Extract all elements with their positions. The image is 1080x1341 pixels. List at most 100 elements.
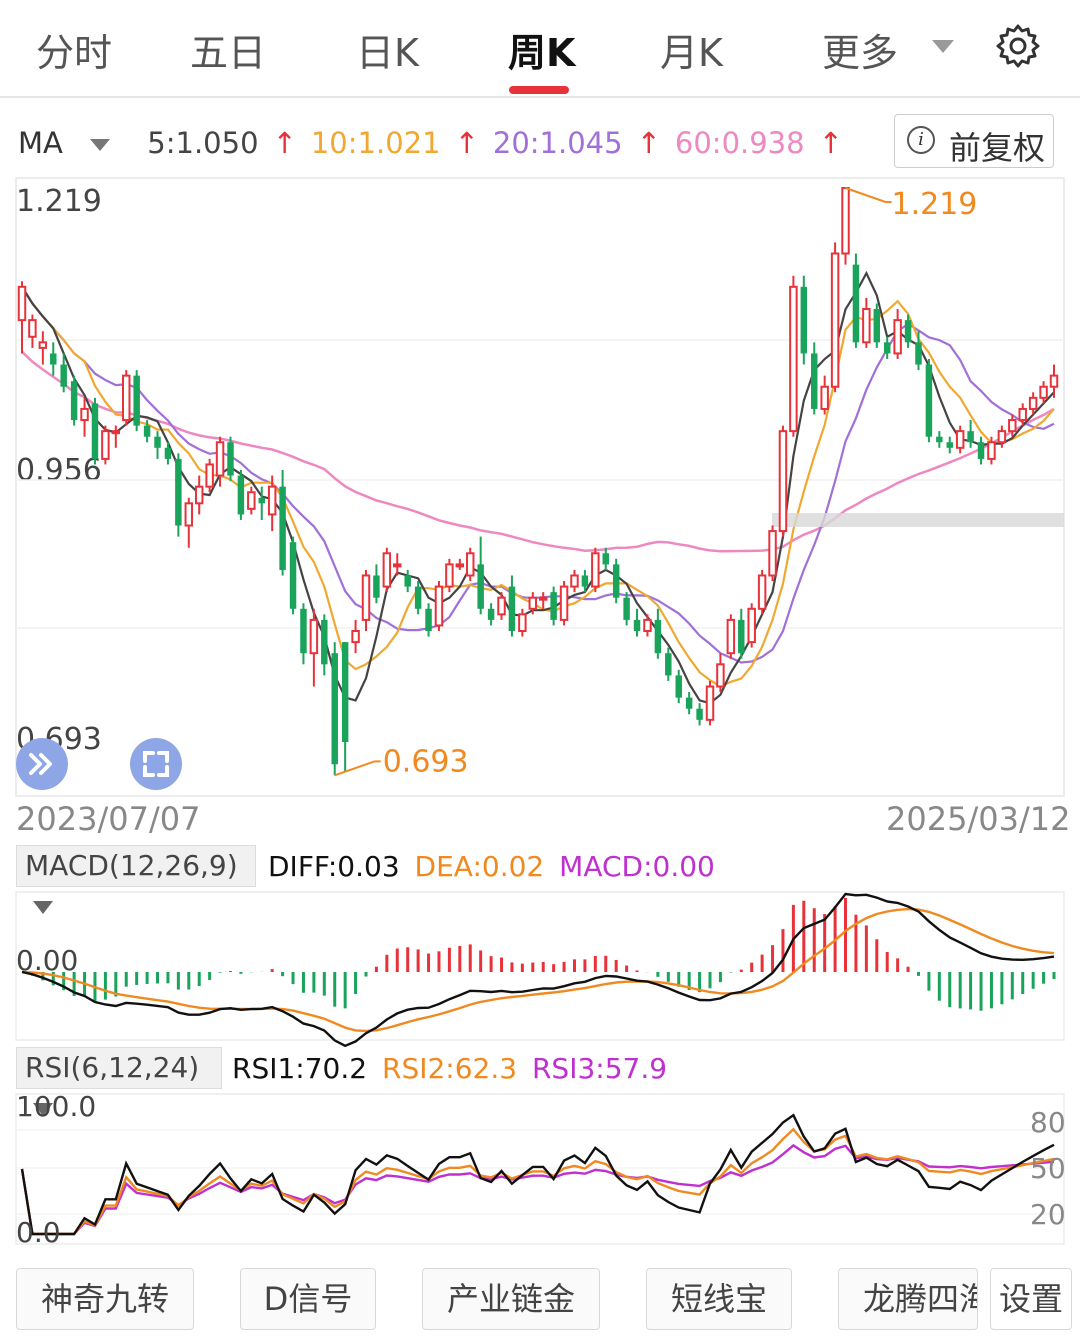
candle-down: [665, 653, 672, 676]
candle-down: [258, 497, 265, 504]
candle-down: [654, 619, 662, 654]
main-chart-frame: [15, 177, 1065, 797]
candle-up: [726, 618, 736, 655]
candle-down: [675, 675, 682, 698]
candle-down: [936, 436, 943, 443]
candle-up: [80, 407, 89, 422]
candle-down: [237, 475, 245, 515]
candle-down: [154, 436, 161, 448]
candle-up: [351, 629, 360, 644]
fullscreen-button[interactable]: [130, 738, 182, 790]
candle-down: [612, 564, 620, 598]
candle-up: [393, 563, 402, 568]
candle-down: [414, 586, 422, 609]
expand-indicators-button[interactable]: [16, 738, 68, 790]
candle-down: [289, 542, 297, 609]
gear-icon[interactable]: [994, 22, 1042, 70]
chevron-down-icon: [33, 900, 53, 914]
candle-up: [445, 563, 454, 588]
ma-value-3: 60:0.938 ↑: [675, 126, 843, 160]
rsi-selector[interactable]: RSI(6,12,24): [16, 1047, 222, 1116]
arrow-up-icon: ↑: [272, 126, 297, 160]
tab-daily-k[interactable]: 日K: [356, 31, 419, 75]
support-band: [772, 513, 1064, 527]
candle-up: [559, 585, 569, 621]
macd-dea-line: [21, 907, 1055, 1033]
ma-value-text: 20:1.045: [492, 126, 623, 160]
candle-up: [789, 285, 798, 433]
price-axis-mid: 0.956: [16, 453, 102, 488]
dragon-button[interactable]: 龙腾四海: [838, 1268, 978, 1330]
candle-down: [321, 619, 328, 665]
candle-down: [91, 403, 99, 459]
candle-up: [361, 574, 371, 621]
tab-five-day[interactable]: 五日: [190, 31, 267, 75]
tab-weekly-k[interactable]: 周K: [508, 31, 576, 75]
candle-down: [487, 608, 495, 620]
high-price-label: 1.219: [892, 187, 978, 222]
candle-down: [404, 575, 411, 587]
candle-up: [841, 187, 850, 255]
short-line-button[interactable]: 短线宝: [646, 1268, 792, 1330]
candle-down: [633, 619, 641, 631]
rsi-tick-20: 20: [1030, 1198, 1066, 1231]
rsi-tick-50: 50: [1030, 1152, 1066, 1185]
chevron-down-icon: [33, 1102, 53, 1116]
chevron-down-icon[interactable]: [932, 40, 954, 53]
candle-up: [1049, 374, 1059, 388]
candle-up: [893, 319, 902, 355]
candle-up: [194, 485, 204, 505]
info-icon: i: [907, 126, 935, 154]
candle-up: [1028, 396, 1038, 410]
candle-down: [331, 653, 338, 765]
rsi-legend: RSI1:70.2 RSI2:62.3 RSI3:57.9: [232, 1052, 681, 1085]
candle-up: [101, 430, 110, 460]
date-start: 2023/07/07: [16, 800, 201, 838]
candle-down: [946, 442, 953, 448]
candle-up: [111, 430, 121, 435]
settings-button[interactable]: 设置: [990, 1268, 1072, 1330]
candle-up: [538, 596, 548, 601]
tab-timeshare[interactable]: 分时: [36, 31, 113, 75]
candle-down: [904, 320, 912, 343]
candle-down: [175, 458, 182, 526]
macd-selector-label: MACD(12,26,9): [25, 849, 238, 882]
candle-down: [300, 608, 307, 654]
macd-legend: DIFF:0.03 DEA:0.02 MACD:0.00: [268, 850, 729, 883]
candle-up: [215, 441, 225, 477]
candle-down: [70, 381, 78, 421]
date-end: 2025/03/12: [886, 800, 1071, 838]
candle-down: [800, 286, 808, 354]
candle-down: [738, 619, 745, 654]
rsi-axis-bottom: 0.0: [16, 1216, 61, 1249]
adjust-mode-button[interactable]: i 前复权: [894, 114, 1054, 168]
candle-down: [373, 575, 380, 598]
macd-selector[interactable]: MACD(12,26,9): [16, 845, 256, 914]
candle-up: [705, 685, 715, 721]
candle-down: [602, 553, 609, 565]
candle-down: [550, 592, 557, 620]
ma5-line: [21, 270, 1055, 705]
magic-nine-button[interactable]: 神奇九转: [16, 1268, 194, 1330]
d-signal-button[interactable]: D信号: [240, 1268, 376, 1330]
ma60-line: [21, 350, 1055, 553]
candle-down: [581, 575, 589, 587]
candle-down: [164, 447, 172, 459]
adjust-mode-label: 前复权: [949, 129, 1046, 167]
candle-up: [122, 374, 131, 422]
candle-down: [133, 375, 140, 426]
rsi2-line: [20, 1127, 1055, 1236]
ma-selector[interactable]: MA: [18, 126, 124, 160]
candle-up: [38, 341, 48, 349]
tab-monthly-k[interactable]: 月K: [660, 31, 723, 75]
candle-up: [862, 308, 871, 344]
tab-more[interactable]: 更多: [822, 31, 899, 75]
candle-up: [205, 463, 214, 488]
candle-down: [508, 586, 516, 631]
industry-chain-button[interactable]: 产业链金: [422, 1268, 600, 1330]
rsi-selector-label: RSI(6,12,24): [25, 1051, 200, 1084]
active-tab-indicator: [509, 86, 569, 94]
candle-up: [382, 552, 392, 588]
candle-down: [685, 697, 693, 709]
